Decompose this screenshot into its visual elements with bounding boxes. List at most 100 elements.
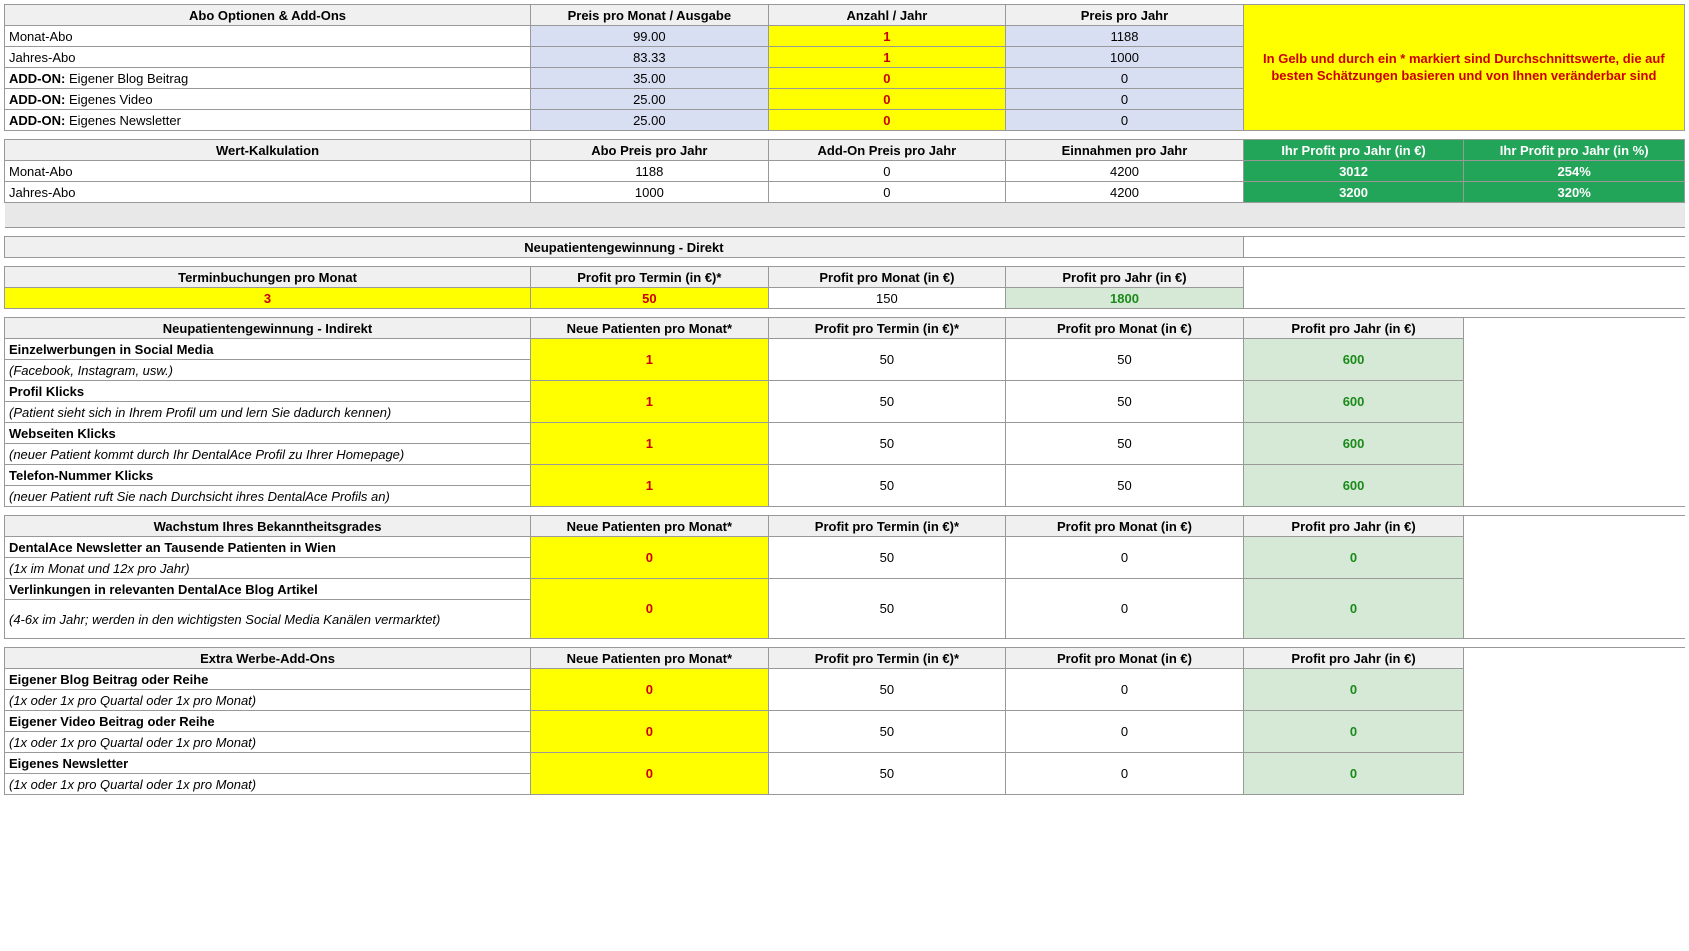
t6-npm[interactable]: 0 [531, 753, 769, 795]
blank [1464, 318, 1685, 339]
t3-ppy[interactable]: 1800 [1006, 288, 1244, 309]
t4-ppm[interactable]: 50 [1006, 465, 1244, 507]
t5-label[interactable]: DentalAce Newsletter an Tausende Patient… [5, 537, 531, 558]
t2-abo[interactable]: 1188 [531, 161, 769, 182]
t6-label[interactable]: Eigener Blog Beitrag oder Reihe [5, 669, 531, 690]
t4-label[interactable]: Telefon-Nummer Klicks [5, 465, 531, 486]
t1-qty[interactable]: 0 [768, 68, 1006, 89]
t1-label[interactable]: Jahres-Abo [5, 47, 531, 68]
t6-sub: (1x oder 1x pro Quartal oder 1x pro Mona… [5, 732, 531, 753]
t2-profit-e[interactable]: 3012 [1243, 161, 1464, 182]
t1-price[interactable]: 35.00 [531, 68, 769, 89]
t1-label[interactable]: ADD-ON: Eigenes Newsletter [5, 110, 531, 131]
t2-profit-p[interactable]: 254% [1464, 161, 1685, 182]
t6-ppy[interactable]: 0 [1243, 669, 1464, 711]
t1-qty[interactable]: 0 [768, 89, 1006, 110]
t1-price[interactable]: 83.33 [531, 47, 769, 68]
t4-ppt[interactable]: 50 [768, 423, 1006, 465]
t5-ppt[interactable]: 50 [768, 537, 1006, 579]
t4-ppy[interactable]: 600 [1243, 465, 1464, 507]
t2-label[interactable]: Jahres-Abo [5, 182, 531, 203]
t3-ppt[interactable]: 50 [531, 288, 769, 309]
t6-label[interactable]: Eigener Video Beitrag oder Reihe [5, 711, 531, 732]
t4-title: Neupatientengewinnung - Indirekt [5, 318, 531, 339]
t5-row: DentalAce Newsletter an Tausende Patient… [5, 537, 1685, 558]
t1-label[interactable]: ADD-ON: Eigenes Video [5, 89, 531, 110]
t6-ppt[interactable]: 50 [768, 669, 1006, 711]
t1-year[interactable]: 0 [1006, 89, 1244, 110]
t4-label[interactable]: Einzelwerbungen in Social Media [5, 339, 531, 360]
t4-ppm[interactable]: 50 [1006, 423, 1244, 465]
t4-ppt[interactable]: 50 [768, 465, 1006, 507]
t1-h3: Preis pro Jahr [1006, 5, 1244, 26]
t1-qty[interactable]: 0 [768, 110, 1006, 131]
t3-h2: Profit pro Monat (in €) [768, 267, 1006, 288]
t1-price[interactable]: 25.00 [531, 110, 769, 131]
t6-header-row: Extra Werbe-Add-Ons Neue Patienten pro M… [5, 648, 1685, 669]
t2-addon[interactable]: 0 [768, 182, 1006, 203]
t6-ppy[interactable]: 0 [1243, 711, 1464, 753]
t5-ppy[interactable]: 0 [1243, 537, 1464, 579]
t6-ppt[interactable]: 50 [768, 711, 1006, 753]
t1-qty[interactable]: 1 [768, 47, 1006, 68]
t1-year[interactable]: 0 [1006, 68, 1244, 89]
t1-price[interactable]: 99.00 [531, 26, 769, 47]
t2-label[interactable]: Monat-Abo [5, 161, 531, 182]
t3-ppm[interactable]: 150 [768, 288, 1006, 309]
t1-h2: Anzahl / Jahr [768, 5, 1006, 26]
t4-ppm[interactable]: 50 [1006, 339, 1244, 381]
t4-ppy[interactable]: 600 [1243, 381, 1464, 423]
t4-npm[interactable]: 1 [531, 423, 769, 465]
t3-h3: Profit pro Jahr (in €) [1006, 267, 1244, 288]
t5-label[interactable]: Verlinkungen in relevanten DentalAce Blo… [5, 579, 531, 600]
t1-year[interactable]: 1188 [1006, 26, 1244, 47]
t2-h4: Ihr Profit pro Jahr (in €) [1243, 140, 1464, 161]
t5-npm[interactable]: 0 [531, 579, 769, 639]
t5-ppt[interactable]: 50 [768, 579, 1006, 639]
t4-npm[interactable]: 1 [531, 339, 769, 381]
t1-price[interactable]: 25.00 [531, 89, 769, 110]
t2-h2: Add-On Preis pro Jahr [768, 140, 1006, 161]
t5-npm[interactable]: 0 [531, 537, 769, 579]
t5-ppm[interactable]: 0 [1006, 579, 1244, 639]
t1-label[interactable]: ADD-ON: Eigener Blog Beitrag [5, 68, 531, 89]
t6-ppm[interactable]: 0 [1006, 669, 1244, 711]
t1-label[interactable]: Monat-Abo [5, 26, 531, 47]
t4-ppt[interactable]: 50 [768, 339, 1006, 381]
t3-term[interactable]: 3 [5, 288, 531, 309]
t6-row: Eigener Video Beitrag oder Reihe 0 50 0 … [5, 711, 1685, 732]
t1-year[interactable]: 0 [1006, 110, 1244, 131]
t3-row: 3 50 150 1800 [5, 288, 1685, 309]
t2-profit-p[interactable]: 320% [1464, 182, 1685, 203]
t6-label[interactable]: Eigenes Newsletter [5, 753, 531, 774]
t6-ppt[interactable]: 50 [768, 753, 1006, 795]
t4-label[interactable]: Webseiten Klicks [5, 423, 531, 444]
t6-ppm[interactable]: 0 [1006, 711, 1244, 753]
t6-npm[interactable]: 0 [531, 711, 769, 753]
t6-ppy[interactable]: 0 [1243, 753, 1464, 795]
t4-npm[interactable]: 1 [531, 381, 769, 423]
t6-ppm[interactable]: 0 [1006, 753, 1244, 795]
t2-ein[interactable]: 4200 [1006, 161, 1244, 182]
t4-npm[interactable]: 1 [531, 465, 769, 507]
t2-profit-e[interactable]: 3200 [1243, 182, 1464, 203]
t4-label[interactable]: Profil Klicks [5, 381, 531, 402]
t4-ppm[interactable]: 50 [1006, 381, 1244, 423]
t2-addon[interactable]: 0 [768, 161, 1006, 182]
t5-ppm[interactable]: 0 [1006, 537, 1244, 579]
t2-ein[interactable]: 4200 [1006, 182, 1244, 203]
t4-ppy[interactable]: 600 [1243, 339, 1464, 381]
t1-qty[interactable]: 1 [768, 26, 1006, 47]
t5-ppy[interactable]: 0 [1243, 579, 1464, 639]
t5-sub: (1x im Monat und 12x pro Jahr) [5, 558, 531, 579]
t3-h1: Profit pro Termin (in €)* [531, 267, 769, 288]
t2-abo[interactable]: 1000 [531, 182, 769, 203]
t2-row: Monat-Abo 1188 0 4200 3012 254% [5, 161, 1685, 182]
t1-year[interactable]: 1000 [1006, 47, 1244, 68]
spacer [5, 309, 1685, 318]
t6-title: Extra Werbe-Add-Ons [5, 648, 531, 669]
t4-ppy[interactable]: 600 [1243, 423, 1464, 465]
t6-npm[interactable]: 0 [531, 669, 769, 711]
t4-ppt[interactable]: 50 [768, 381, 1006, 423]
blank [1464, 669, 1685, 711]
